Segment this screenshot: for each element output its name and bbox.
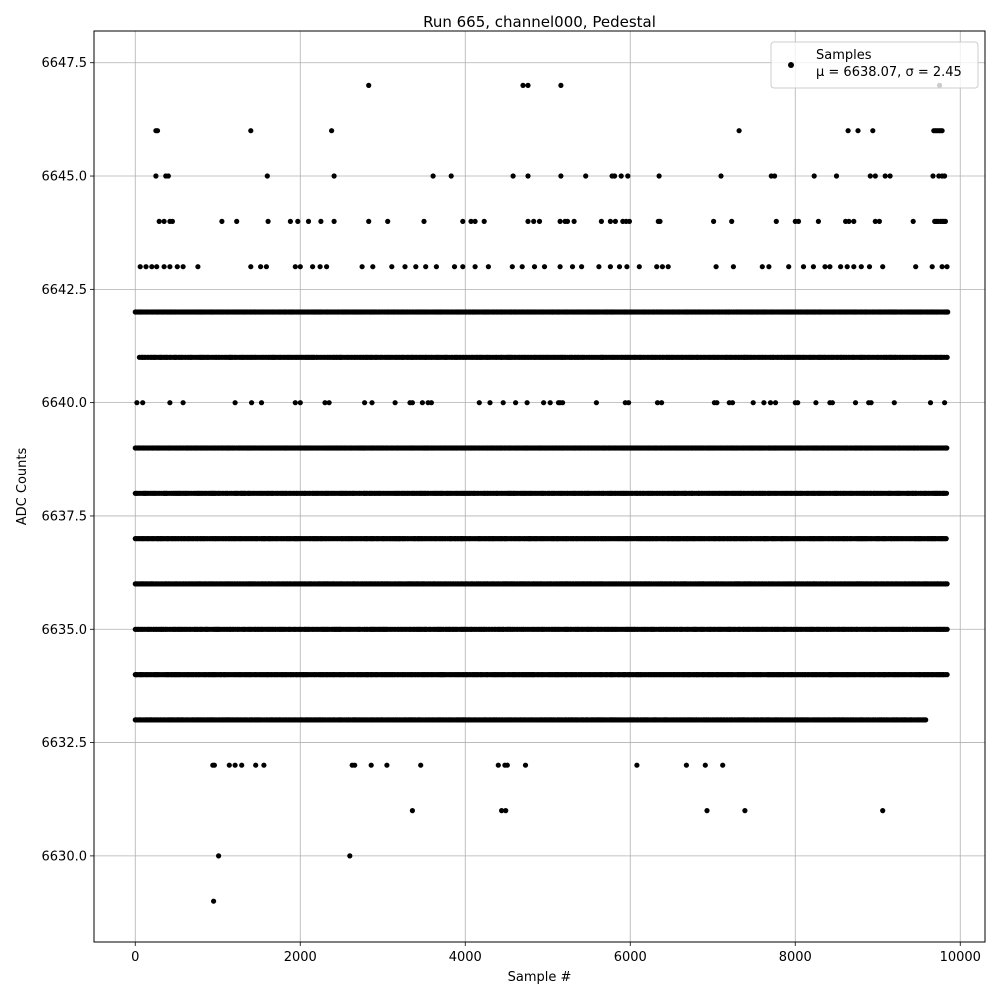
data-point	[944, 445, 950, 451]
data-point	[943, 490, 950, 496]
data-points	[132, 82, 951, 904]
data-point	[944, 581, 950, 587]
data-point	[944, 626, 950, 632]
data-point	[944, 672, 950, 678]
data-point	[944, 354, 950, 360]
data-point	[943, 536, 949, 542]
data-point	[945, 309, 951, 315]
